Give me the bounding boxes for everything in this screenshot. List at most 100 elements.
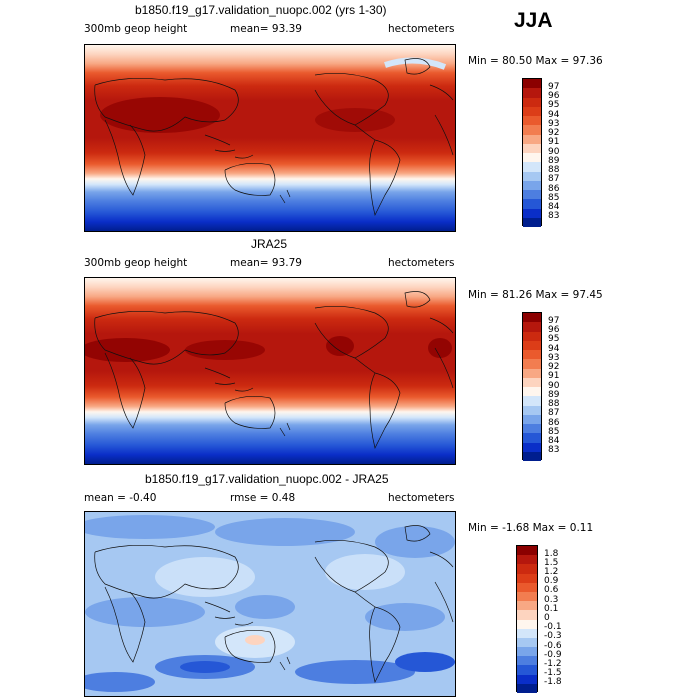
colorbar-swatch bbox=[517, 647, 537, 657]
colorbar-box bbox=[516, 545, 538, 693]
colorbar-label: 93 bbox=[548, 352, 560, 363]
colorbar-label: -0.9 bbox=[544, 649, 562, 660]
colorbar-swatch bbox=[517, 674, 537, 684]
colorbar-swatch bbox=[523, 143, 541, 153]
colorbar-swatch bbox=[523, 350, 541, 360]
colorbar-swatch bbox=[523, 387, 541, 397]
colorbar-label: -1.5 bbox=[544, 668, 562, 679]
colorbar-label: 91 bbox=[548, 371, 560, 382]
panel3-title: b1850.f19_g17.validation_nuopc.002 - JRA… bbox=[145, 472, 389, 486]
colorbar-swatch bbox=[517, 637, 537, 648]
panel1-units: hectometers bbox=[388, 23, 455, 35]
colorbar-swatch bbox=[523, 442, 541, 452]
panel3-mean: mean = -0.40 bbox=[84, 492, 157, 504]
colorbar-swatch bbox=[523, 199, 541, 209]
colorbar-label: 97 bbox=[548, 81, 560, 92]
colorbar-swatch bbox=[523, 79, 541, 89]
colorbar-swatch bbox=[523, 208, 541, 218]
colorbar-swatch bbox=[517, 665, 537, 675]
panel1-minmax: Min = 80.50 Max = 97.36 bbox=[468, 55, 603, 67]
colorbar-label: 0.1 bbox=[544, 603, 559, 614]
colorbar-label: 91 bbox=[548, 137, 560, 148]
colorbar-swatch bbox=[523, 340, 541, 350]
colorbar-label: 92 bbox=[548, 362, 560, 372]
colorbar-swatch bbox=[517, 582, 537, 592]
panel2-minmax: Min = 81.26 Max = 97.45 bbox=[468, 289, 603, 301]
colorbar-label: 88 bbox=[548, 399, 560, 409]
colorbar-swatch bbox=[523, 433, 541, 443]
colorbar-label: 83 bbox=[548, 445, 560, 456]
colorbar-label: 0 bbox=[544, 613, 550, 623]
panel1-variable: 300mb geop height bbox=[84, 23, 188, 35]
colorbar-label: 93 bbox=[548, 118, 560, 129]
colorbar-label: 0.9 bbox=[544, 576, 559, 587]
colorbar-swatch bbox=[523, 217, 541, 227]
colorbar-label: 85 bbox=[548, 426, 560, 437]
colorbar-label: 84 bbox=[548, 436, 560, 446]
colorbar-swatch bbox=[523, 377, 541, 387]
colorbar-swatch bbox=[523, 368, 541, 378]
colorbar-swatch bbox=[523, 414, 541, 424]
colorbar-label: 84 bbox=[548, 202, 560, 212]
colorbar-label: 94 bbox=[548, 109, 560, 120]
colorbar-swatch bbox=[517, 628, 537, 638]
colorbar-swatch bbox=[523, 396, 541, 406]
colorbar-label: 90 bbox=[548, 146, 560, 157]
colorbar-label: 1.5 bbox=[544, 557, 559, 568]
colorbar-box bbox=[522, 312, 542, 461]
colorbar-swatch bbox=[517, 656, 537, 666]
colorbar-swatch bbox=[523, 180, 541, 190]
colorbar-swatch bbox=[523, 322, 541, 332]
panel2-title: JRA25 bbox=[251, 237, 288, 251]
colorbar-swatch bbox=[517, 683, 537, 693]
panel3-map bbox=[84, 511, 456, 697]
colorbar-label: 1.2 bbox=[544, 567, 559, 578]
colorbar-swatch bbox=[523, 153, 541, 163]
colorbar-label: 94 bbox=[548, 343, 560, 354]
colorbar-swatch bbox=[523, 106, 541, 116]
colorbar-swatch bbox=[523, 162, 541, 172]
colorbar-label: 96 bbox=[548, 91, 560, 101]
colorbar-label: 83 bbox=[548, 211, 560, 222]
colorbar-swatch bbox=[517, 610, 537, 620]
colorbar-label: 87 bbox=[548, 174, 560, 185]
panel2-variable: 300mb geop height bbox=[84, 257, 188, 269]
colorbar-swatch bbox=[517, 546, 537, 556]
colorbar-label: 95 bbox=[548, 334, 560, 345]
colorbar-label: 0.6 bbox=[544, 585, 559, 596]
panel3-units: hectometers bbox=[388, 492, 455, 504]
panel2-map bbox=[84, 277, 456, 465]
colorbar-label: -0.1 bbox=[544, 622, 562, 633]
colorbar-label: 89 bbox=[548, 155, 560, 166]
panel3-minmax: Min = -1.68 Max = 0.11 bbox=[468, 522, 594, 534]
colorbar-label: 97 bbox=[548, 315, 560, 326]
colorbar-swatch bbox=[523, 190, 541, 200]
colorbar-label: 95 bbox=[548, 100, 560, 111]
colorbar-label: 87 bbox=[548, 408, 560, 419]
colorbar-swatch bbox=[523, 97, 541, 107]
colorbar-swatch bbox=[523, 405, 541, 415]
colorbar-label: 92 bbox=[548, 128, 560, 138]
panel3-rmse: rmse = 0.48 bbox=[230, 492, 296, 504]
colorbar-box bbox=[522, 78, 542, 227]
colorbar-swatch bbox=[517, 573, 537, 583]
colorbar-label: -1.8 bbox=[544, 677, 562, 688]
colorbar-swatch bbox=[523, 134, 541, 144]
colorbar-swatch bbox=[517, 564, 537, 574]
colorbar-swatch bbox=[523, 451, 541, 461]
colorbar-swatch bbox=[523, 359, 541, 369]
panel2-units: hectometers bbox=[388, 257, 455, 269]
colorbar-swatch bbox=[523, 424, 541, 434]
colorbar-swatch bbox=[523, 125, 541, 135]
colorbar-swatch bbox=[523, 313, 541, 323]
colorbar-label: 86 bbox=[548, 183, 560, 194]
colorbar-swatch bbox=[517, 601, 537, 611]
colorbar-label: 0.3 bbox=[544, 594, 559, 605]
colorbar-label: -0.3 bbox=[544, 631, 562, 642]
colorbar-swatch bbox=[523, 171, 541, 181]
colorbar-label: 85 bbox=[548, 192, 560, 203]
colorbar-label: -1.2 bbox=[544, 658, 562, 669]
colorbar-swatch bbox=[517, 555, 537, 565]
panel3-colorbar: 1.8 1.5 1.2 0.9 0.6 0.3 0.1 0 -0.1 -0.3 -0.6 -0.9 -1… bbox=[516, 545, 562, 693]
colorbar-label: 96 bbox=[548, 325, 560, 335]
